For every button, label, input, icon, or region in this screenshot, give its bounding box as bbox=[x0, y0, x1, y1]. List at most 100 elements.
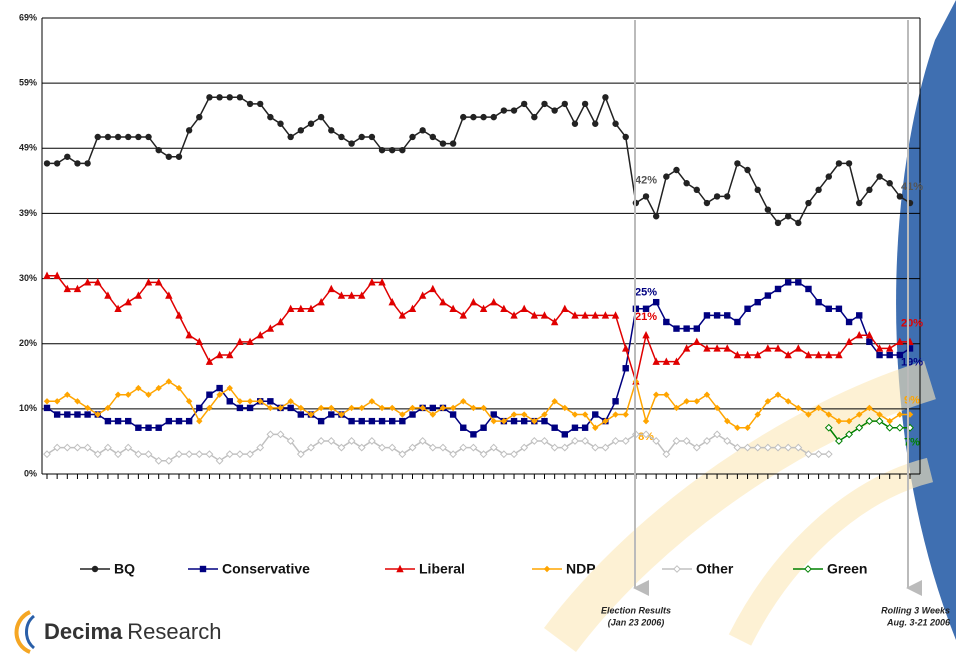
logo-suffix: Research bbox=[127, 619, 221, 644]
point bbox=[865, 417, 874, 426]
point bbox=[83, 278, 92, 286]
point bbox=[53, 443, 62, 452]
series-line bbox=[47, 95, 911, 224]
point bbox=[267, 398, 274, 405]
point bbox=[358, 133, 365, 141]
point bbox=[84, 404, 91, 412]
point bbox=[693, 325, 700, 332]
point bbox=[479, 450, 488, 459]
point bbox=[297, 404, 305, 412]
point bbox=[724, 312, 731, 319]
point bbox=[155, 384, 162, 392]
point bbox=[429, 284, 437, 293]
point bbox=[73, 284, 82, 293]
point bbox=[206, 391, 213, 398]
point bbox=[337, 443, 346, 452]
point bbox=[581, 311, 589, 319]
point bbox=[592, 411, 599, 418]
point bbox=[196, 417, 203, 425]
point bbox=[520, 100, 528, 108]
point bbox=[266, 324, 275, 332]
point bbox=[622, 133, 629, 141]
y-tick-label: 49% bbox=[19, 143, 37, 153]
point bbox=[845, 430, 853, 439]
annotation: (Jan 23 2006) bbox=[608, 617, 665, 627]
point bbox=[754, 411, 761, 418]
point bbox=[601, 443, 610, 452]
point bbox=[896, 351, 904, 359]
point bbox=[470, 404, 477, 412]
point bbox=[510, 411, 518, 418]
point bbox=[235, 450, 244, 459]
point bbox=[703, 391, 711, 398]
point bbox=[368, 417, 376, 425]
point bbox=[713, 404, 721, 412]
point bbox=[642, 417, 650, 425]
point bbox=[439, 443, 447, 452]
point bbox=[297, 411, 305, 418]
point bbox=[856, 199, 863, 207]
legend-item: Liberal bbox=[385, 561, 465, 577]
point bbox=[317, 297, 325, 306]
point bbox=[165, 378, 173, 385]
legend-item: BQ bbox=[80, 561, 135, 577]
point bbox=[784, 398, 792, 405]
point bbox=[490, 297, 498, 306]
point bbox=[104, 291, 112, 299]
point bbox=[763, 443, 772, 452]
point bbox=[205, 357, 214, 365]
point bbox=[561, 404, 568, 412]
point bbox=[561, 304, 569, 312]
point bbox=[805, 199, 812, 207]
y-tick-label: 39% bbox=[19, 208, 37, 218]
point bbox=[267, 113, 274, 121]
point bbox=[814, 350, 823, 359]
point bbox=[479, 304, 488, 312]
point bbox=[389, 404, 396, 412]
point bbox=[43, 450, 51, 459]
point bbox=[114, 133, 122, 141]
point bbox=[520, 417, 528, 425]
series-line bbox=[47, 378, 910, 429]
point bbox=[885, 423, 894, 432]
point bbox=[419, 127, 426, 134]
point bbox=[64, 153, 71, 160]
point bbox=[337, 291, 346, 299]
point bbox=[784, 213, 792, 220]
point bbox=[805, 285, 812, 293]
point bbox=[682, 437, 691, 445]
point bbox=[764, 398, 772, 405]
point bbox=[64, 411, 71, 418]
point bbox=[530, 311, 539, 319]
y-tick-label: 59% bbox=[19, 78, 37, 88]
point bbox=[764, 344, 772, 352]
point bbox=[500, 107, 508, 114]
point bbox=[378, 146, 386, 154]
point bbox=[855, 423, 864, 432]
point bbox=[673, 404, 680, 412]
point bbox=[571, 411, 579, 418]
point bbox=[581, 424, 589, 431]
legend-item: Conservative bbox=[188, 561, 310, 577]
point bbox=[652, 357, 660, 365]
point bbox=[357, 443, 366, 452]
point bbox=[733, 443, 742, 452]
point bbox=[389, 417, 396, 425]
point bbox=[297, 304, 305, 312]
point bbox=[652, 391, 660, 398]
point bbox=[134, 291, 143, 299]
point bbox=[470, 431, 477, 438]
point bbox=[256, 331, 264, 339]
point bbox=[215, 456, 224, 465]
point bbox=[673, 325, 680, 332]
point bbox=[663, 318, 670, 326]
point bbox=[409, 411, 416, 418]
point bbox=[256, 443, 265, 452]
point bbox=[541, 100, 548, 108]
point bbox=[226, 398, 233, 405]
point bbox=[774, 285, 782, 293]
point bbox=[581, 437, 590, 445]
point bbox=[550, 317, 559, 326]
point bbox=[764, 206, 772, 213]
background-decoration bbox=[544, 0, 956, 653]
